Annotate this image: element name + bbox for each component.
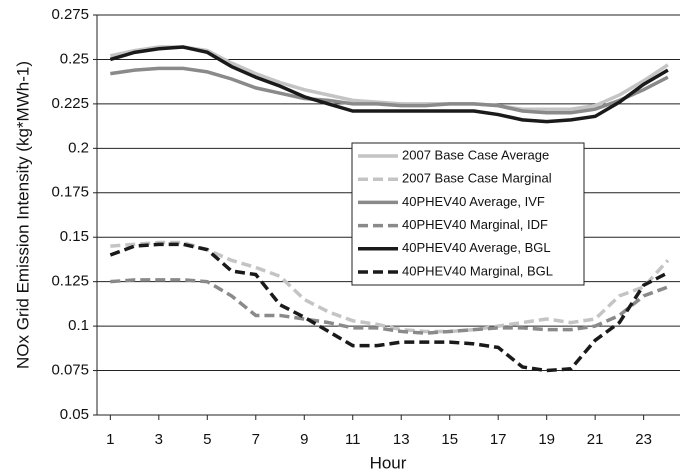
x-tick-label: 7 <box>252 431 260 448</box>
y-tick-label: 0.05 <box>60 406 89 423</box>
y-tick-label: 0.2 <box>68 139 89 156</box>
legend-label: 2007 Base Case Marginal <box>402 171 552 186</box>
x-tick-label: 9 <box>300 431 308 448</box>
x-axis-label: Hour <box>370 453 407 472</box>
series-line <box>109 45 669 111</box>
y-axis-label: NOx Grid Emission Intensity (kg*MWh-1) <box>13 61 32 369</box>
y-tick-label: 0.125 <box>51 273 89 290</box>
legend-box <box>351 142 585 286</box>
series-line <box>110 66 669 115</box>
y-tick-label: 0.1 <box>68 317 89 334</box>
legend-label: 2007 Base Case Average <box>402 147 549 162</box>
x-tick-label: 23 <box>635 431 652 448</box>
x-tick-label: 3 <box>155 431 163 448</box>
x-tick-label: 17 <box>490 431 507 448</box>
y-tick-label: 0.075 <box>51 362 89 379</box>
x-tick-label: 13 <box>393 431 410 448</box>
y-tick-label: 0.15 <box>60 228 89 245</box>
legend-label: 40PHEV40 Marginal, BGL <box>402 263 553 278</box>
x-tick-label: 11 <box>345 431 361 448</box>
y-tick-label: 0.25 <box>60 50 89 67</box>
x-tick-label: 15 <box>441 431 458 448</box>
y-tick-label: 0.275 <box>51 6 89 23</box>
x-tick-label: 5 <box>203 431 211 448</box>
legend-label: 40PHEV40 Average, BGL <box>402 240 551 255</box>
series-line <box>109 242 669 373</box>
x-tick-label: 1 <box>106 431 114 448</box>
series-line <box>109 45 669 124</box>
x-tick-label: 19 <box>538 431 555 448</box>
y-tick-label: 0.225 <box>51 95 89 112</box>
y-tick-label: 0.175 <box>51 184 89 201</box>
x-tick-label: 21 <box>587 431 604 448</box>
legend-label: 40PHEV40 Average, IVF <box>402 194 545 209</box>
legend-label: 40PHEV40 Marginal, IDF <box>402 217 548 232</box>
series-line <box>110 278 669 335</box>
